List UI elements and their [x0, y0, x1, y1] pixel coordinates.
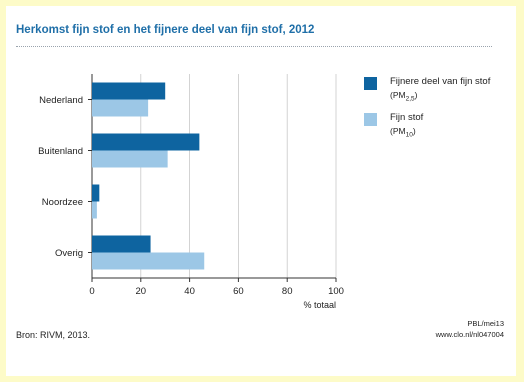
- legend-sub-pm25: (PM2,5): [390, 90, 418, 103]
- credit: PBL/mei13 www.clo.nl/nl047004: [436, 318, 504, 340]
- bar-pm25-1: [92, 133, 200, 151]
- bar-pm10-3: [92, 252, 205, 270]
- source-note: Bron: RIVM, 2013.: [16, 330, 91, 340]
- legend-swatch-pm10: [364, 113, 377, 126]
- legend: Fijnere deel van fijn stof (PM2,5) Fijn …: [364, 76, 490, 148]
- bar-pm25-0: [92, 82, 166, 100]
- legend-item-pm25: Fijnere deel van fijn stof (PM2,5): [364, 76, 490, 112]
- x-axis-label: % totaal: [303, 300, 336, 310]
- legend-sub-pm10: (PM10): [390, 126, 416, 139]
- category-label-0: Nederland: [39, 95, 83, 106]
- legend-label-pm25: Fijnere deel van fijn stof: [390, 76, 491, 87]
- bar-pm25-2: [92, 184, 100, 202]
- legend-item-pm10: Fijn stof (PM10): [364, 112, 490, 148]
- bar-pm10-0: [92, 99, 149, 117]
- category-label-3: Overig: [55, 248, 83, 259]
- x-tick-label-20: 20: [136, 286, 147, 297]
- category-label-2: Noordzee: [42, 197, 83, 208]
- x-tick-label-100: 100: [328, 286, 344, 297]
- x-tick-label-80: 80: [282, 286, 293, 297]
- legend-label-pm10: Fijn stof: [390, 112, 424, 123]
- credit-line-2: www.clo.nl/nl047004: [435, 330, 504, 339]
- x-tick-label-60: 60: [233, 286, 244, 297]
- chart-card: [6, 6, 516, 376]
- category-label-1: Buitenland: [38, 146, 83, 157]
- bar-pm10-2: [92, 201, 97, 219]
- bar-pm10-1: [92, 150, 168, 168]
- title-divider: [16, 46, 492, 47]
- x-tick-label-40: 40: [184, 286, 195, 297]
- credit-line-1: PBL/mei13: [467, 319, 504, 328]
- x-tick-label-0: 0: [89, 286, 94, 297]
- bar-pm25-3: [92, 235, 151, 253]
- legend-swatch-pm25: [364, 77, 377, 90]
- chart-title: Herkomst fijn stof en het fijnere deel v…: [16, 24, 315, 36]
